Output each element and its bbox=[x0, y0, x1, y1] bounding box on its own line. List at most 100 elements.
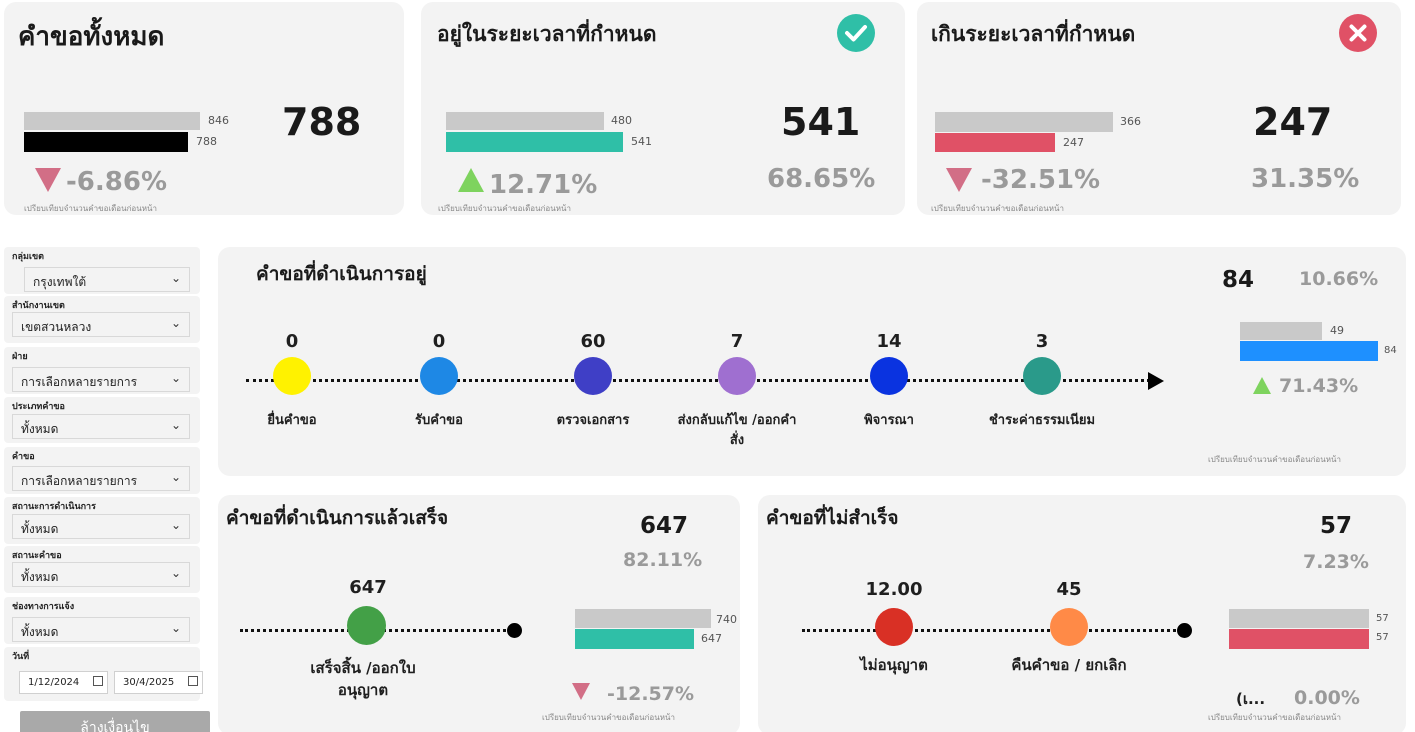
filter-district-office: สำนักงานเขต เขตสวนหลวง ⌄ bbox=[4, 296, 200, 343]
trend-down-icon bbox=[35, 168, 61, 192]
check-icon bbox=[837, 14, 875, 52]
filter-label: วันที่ bbox=[12, 652, 30, 662]
stage-label: ยื่นคำขอ bbox=[267, 413, 317, 428]
curr-month-bar bbox=[446, 132, 623, 152]
select-value: ทั้งหมด bbox=[21, 570, 59, 584]
curr-month-bar-label: 788 bbox=[196, 135, 217, 148]
zone-group-select[interactable]: กรุงเทพใต้ ⌄ bbox=[24, 267, 190, 292]
start-date-input[interactable]: 1/12/2024 bbox=[19, 671, 108, 694]
process-status-select[interactable]: ทั้งหมด ⌄ bbox=[12, 514, 190, 539]
timeline-line bbox=[802, 629, 1182, 632]
trend-down-icon bbox=[946, 168, 972, 192]
stage-circle[interactable] bbox=[875, 608, 913, 646]
kpi-overdue-value: 247 bbox=[1253, 100, 1333, 144]
stage-label: เสร็จสิ้น /ออกใบอนุญาต bbox=[310, 659, 416, 699]
filter-label: สถานะคำขอ bbox=[12, 551, 62, 561]
clear-filters-button[interactable]: ล้างเงื่อนไข bbox=[20, 711, 210, 732]
stage-count: 14 bbox=[876, 331, 902, 352]
stage-circle[interactable] bbox=[273, 357, 311, 395]
arrow-right-icon bbox=[1148, 372, 1164, 390]
chevron-down-icon: ⌄ bbox=[170, 470, 181, 484]
prev-month-bar-label: 740 bbox=[716, 613, 737, 626]
division-select[interactable]: การเลือกหลายรายการ ⌄ bbox=[12, 367, 190, 392]
filter-label: สำนักงานเขต bbox=[12, 301, 65, 311]
curr-month-bar bbox=[1240, 341, 1378, 361]
chevron-down-icon: ⌄ bbox=[170, 271, 181, 285]
end-date-input[interactable]: 30/4/2025 bbox=[114, 671, 203, 694]
filter-label: ประเภทคำขอ bbox=[12, 402, 65, 412]
trend-up-icon bbox=[1253, 377, 1271, 394]
stage-label: รับคำขอ bbox=[415, 413, 463, 428]
clear-filters-label: ล้างเงื่อนไข bbox=[80, 720, 150, 732]
prev-month-bar bbox=[575, 609, 711, 628]
stage-count: 45 bbox=[1056, 579, 1082, 600]
not-completed-change: 0.00% bbox=[1294, 687, 1360, 709]
calendar-icon[interactable] bbox=[188, 676, 198, 686]
request-select[interactable]: การเลือกหลายรายการ ⌄ bbox=[12, 466, 190, 491]
stage-circle[interactable] bbox=[1023, 357, 1061, 395]
curr-month-bar-label: 57 bbox=[1376, 632, 1389, 643]
prev-month-bar bbox=[446, 112, 604, 130]
start-date-value: 1/12/2024 bbox=[28, 677, 80, 688]
change-prefix: (เ... bbox=[1236, 690, 1266, 708]
stage-circle bbox=[347, 606, 386, 645]
select-value: ทั้งหมด bbox=[21, 522, 59, 536]
in-progress-title: คำขอที่ดำเนินการอยู่ bbox=[256, 263, 427, 285]
prev-month-bar-label: 366 bbox=[1120, 115, 1141, 128]
district-office-select[interactable]: เขตสวนหลวง ⌄ bbox=[12, 312, 190, 337]
select-value: การเลือกหลายรายการ bbox=[21, 375, 138, 389]
not-completed-percent: 7.23% bbox=[1303, 551, 1369, 573]
filter-process-status: สถานะการดำเนินการ ทั้งหมด ⌄ bbox=[4, 497, 200, 544]
chevron-down-icon: ⌄ bbox=[170, 621, 181, 635]
kpi-total-title: คำขอทั้งหมด bbox=[18, 22, 165, 52]
kpi-total-card: คำขอทั้งหมด 846 788 788 -6.86% เปรียบเที… bbox=[4, 2, 404, 215]
completed-value: 647 bbox=[640, 513, 689, 539]
prev-month-bar bbox=[1229, 609, 1369, 628]
curr-month-bar-label: 247 bbox=[1063, 136, 1084, 149]
kpi-overdue-change: -32.51% bbox=[981, 165, 1101, 195]
prev-month-bar-label: 57 bbox=[1376, 613, 1389, 624]
curr-month-bar bbox=[935, 133, 1055, 152]
kpi-ontime-value: 541 bbox=[781, 100, 861, 144]
stage-count: 12.00 bbox=[865, 579, 923, 600]
stage-circle[interactable] bbox=[574, 357, 612, 395]
select-value: กรุงเทพใต้ bbox=[33, 275, 87, 289]
filter-label: กลุ่มเขต bbox=[12, 252, 44, 262]
prev-month-bar-label: 480 bbox=[611, 114, 632, 127]
calendar-icon[interactable] bbox=[93, 676, 103, 686]
channel-select[interactable]: ทั้งหมด ⌄ bbox=[12, 617, 190, 642]
filter-request-status: สถานะคำขอ ทั้งหมด ⌄ bbox=[4, 546, 200, 593]
compare-note: เปรียบเทียบจำนวนคำขอเดือนก่อนหน้า bbox=[1208, 455, 1341, 464]
completed-title: คำขอที่ดำเนินการแล้วเสร็จ bbox=[226, 507, 449, 529]
timeline-line bbox=[246, 379, 1156, 382]
stage-circle[interactable] bbox=[420, 357, 458, 395]
kpi-ontime-percent: 68.65% bbox=[767, 164, 876, 194]
trend-up-icon bbox=[458, 168, 484, 192]
chevron-down-icon: ⌄ bbox=[170, 418, 181, 432]
select-value: ทั้งหมด bbox=[21, 625, 59, 639]
curr-month-bar-label: 647 bbox=[701, 632, 722, 645]
stage-circle[interactable] bbox=[1050, 608, 1088, 646]
close-icon bbox=[1339, 14, 1377, 52]
request-type-select[interactable]: ทั้งหมด ⌄ bbox=[12, 414, 190, 439]
chevron-down-icon: ⌄ bbox=[170, 316, 181, 330]
filter-zone-group: กลุ่มเขต กรุงเทพใต้ ⌄ bbox=[4, 247, 200, 294]
kpi-overdue-title: เกินระยะเวลาที่กำหนด bbox=[931, 22, 1136, 46]
filter-label: ฝ่าย bbox=[12, 352, 28, 362]
stage-circle[interactable] bbox=[870, 357, 908, 395]
prev-month-bar-label: 49 bbox=[1330, 324, 1344, 337]
compare-note: เปรียบเทียบจำนวนคำขอเดือนก่อนหน้า bbox=[1208, 713, 1341, 722]
kpi-ontime-card: อยู่ในระยะเวลาที่กำหนด 480 541 541 68.65… bbox=[421, 2, 905, 215]
compare-note: เปรียบเทียบจำนวนคำขอเดือนก่อนหน้า bbox=[542, 713, 675, 722]
end-date-value: 30/4/2025 bbox=[123, 677, 175, 688]
stage-count: 647 bbox=[349, 577, 387, 598]
stage-circle[interactable] bbox=[718, 357, 756, 395]
completed-change: -12.57% bbox=[607, 683, 695, 705]
stage-count: 7 bbox=[730, 331, 744, 352]
select-value: การเลือกหลายรายการ bbox=[21, 474, 138, 488]
kpi-total-value: 788 bbox=[282, 100, 362, 144]
stage-count: 3 bbox=[1035, 331, 1049, 352]
stage-label: ส่งกลับแก้ไข /ออกคำสั่ง bbox=[677, 413, 797, 448]
request-status-select[interactable]: ทั้งหมด ⌄ bbox=[12, 562, 190, 587]
stage-label: พิจารณา bbox=[864, 413, 914, 428]
